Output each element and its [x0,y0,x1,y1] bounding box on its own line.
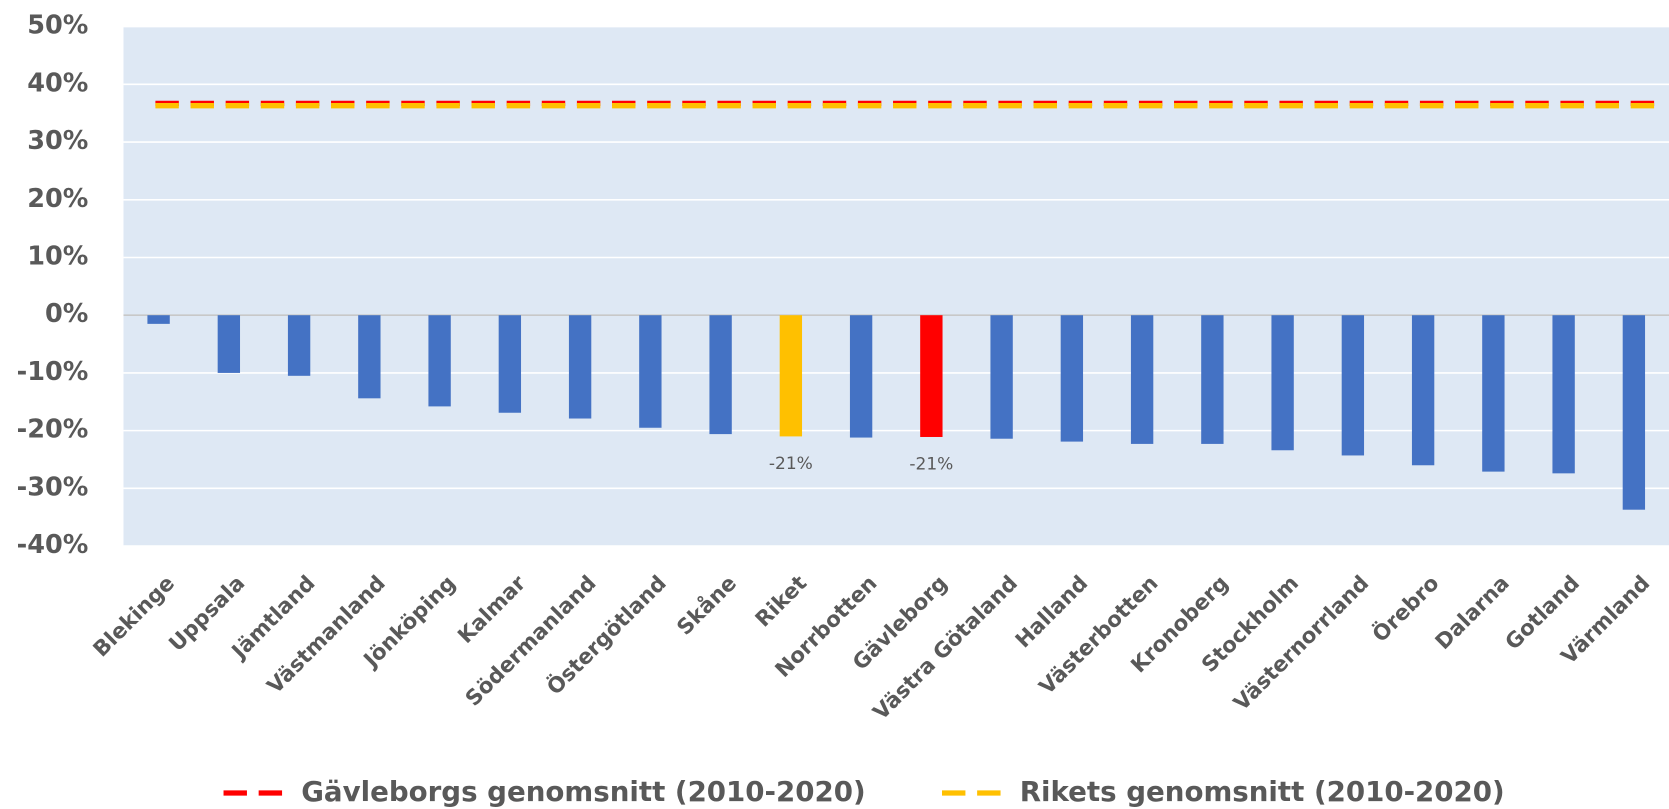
y-tick-label: 20% [27,184,88,214]
y-tick-label: -20% [17,415,89,445]
bar [1482,315,1505,472]
bar [1411,315,1435,466]
legend-label: Gävleborgs genomsnitt (2010-2020) [301,775,865,808]
y-tick-label: -10% [17,357,89,387]
bar [358,315,381,399]
y-tick-label: 50% [27,11,88,41]
x-tick-label: Blekinge [89,571,180,662]
x-tick-label: Riket [751,571,812,632]
x-tick-label: Södermanland [461,571,602,712]
x-tick-label: Västerbotten [1035,571,1164,700]
bar [849,315,873,438]
bar [1130,315,1154,444]
x-tick-label: Västernorrland [1229,571,1374,716]
y-tick-label: 30% [27,126,88,156]
bar [428,315,451,407]
bar [498,315,522,413]
y-tick-label: -30% [17,472,89,502]
bar [709,315,732,435]
bar [779,315,803,437]
legend-label: Rikets genomsnitt (2010-2020) [1020,775,1505,808]
y-tick-label: 10% [27,241,88,271]
bar [147,315,170,324]
bar [217,315,241,373]
y-tick-label: -40% [17,530,89,560]
bar [990,315,1013,439]
plot-area [123,26,1669,547]
bar [568,315,592,419]
bar [1060,315,1084,442]
bar [1622,315,1646,510]
x-tick-label: Östergötland [542,570,672,700]
data-label: -21% [769,454,813,474]
bar [1271,315,1294,451]
bar [287,315,311,376]
y-tick-label: 0% [45,299,88,329]
data-label: -21% [909,455,953,475]
bar [1201,315,1224,444]
bar [1341,315,1365,456]
x-tick-label: Västmanland [263,571,391,699]
bar [920,315,943,437]
bar [1552,315,1575,474]
bar [639,315,662,428]
x-tick-label: Dalarna [1431,571,1515,655]
y-tick-label: 40% [27,68,88,98]
x-tick-label: Skåne [672,570,742,640]
